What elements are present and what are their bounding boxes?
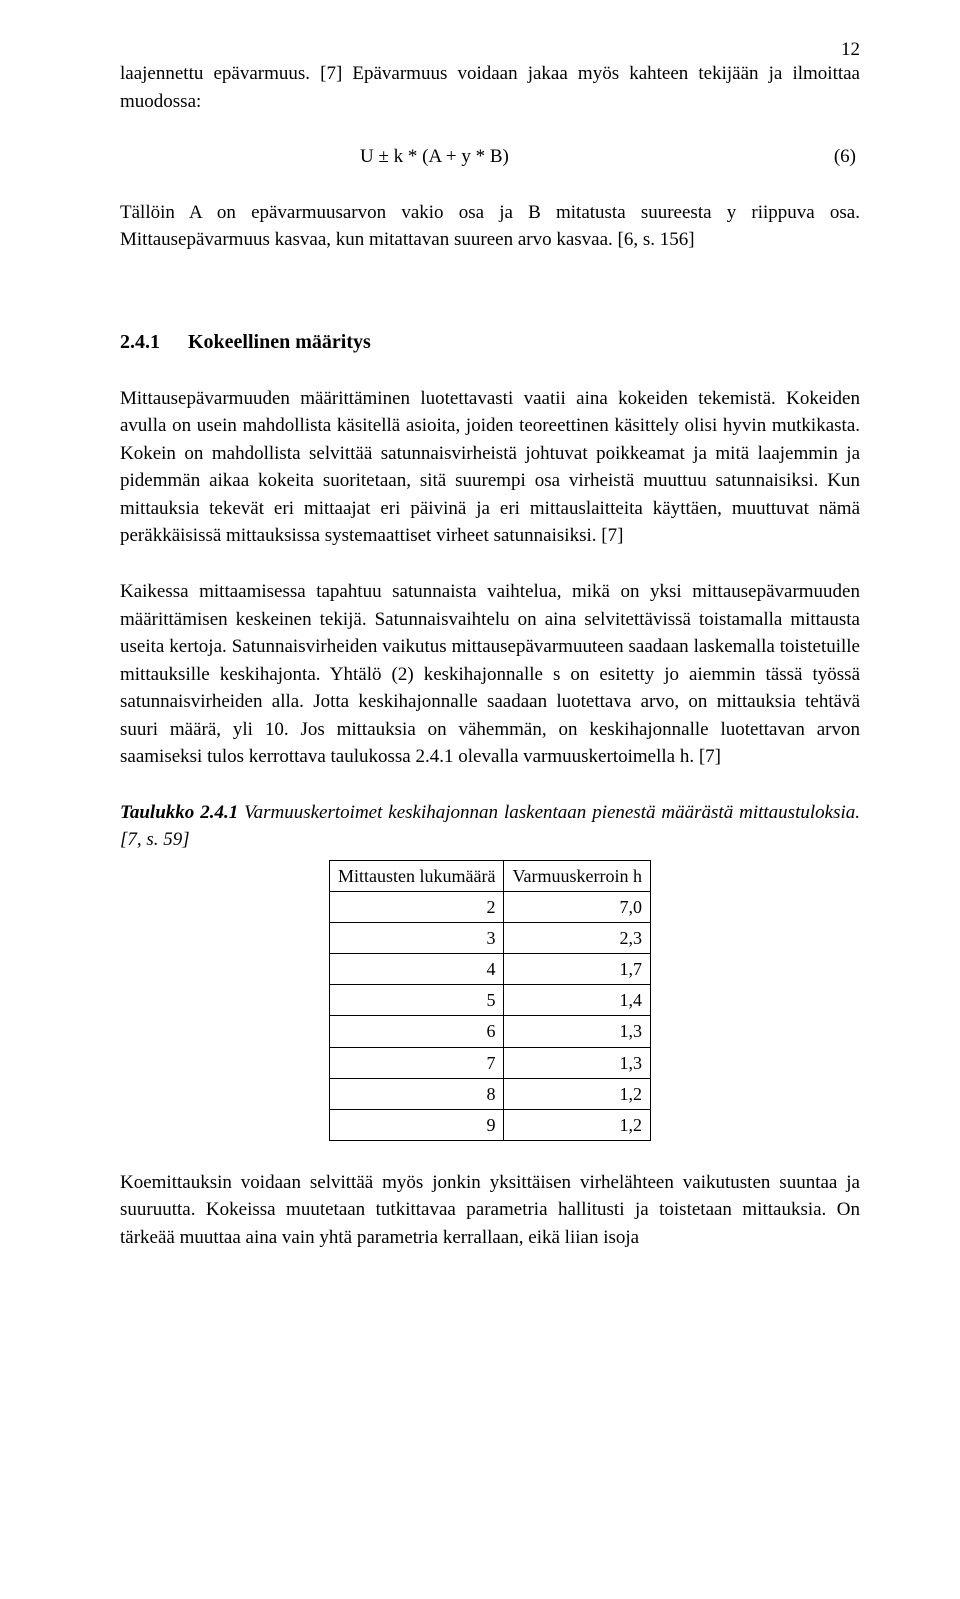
table-row: 41,7 [330, 954, 651, 985]
section-number: 2.4.1 [120, 328, 160, 357]
table-header-cell: Mittausten lukumäärä [330, 860, 504, 891]
equation-number: (6) [834, 143, 860, 171]
equation-row: U ± k * (A + y * B) (6) [120, 143, 860, 171]
table-row: 27,0 [330, 892, 651, 923]
table-cell: 3 [330, 923, 504, 954]
coefficients-table: Mittausten lukumäärä Varmuuskerroin h 27… [329, 860, 651, 1141]
table-row: 51,4 [330, 985, 651, 1016]
table-cell: 6 [330, 1016, 504, 1047]
table-container: Mittausten lukumäärä Varmuuskerroin h 27… [120, 860, 860, 1141]
table-cell: 5 [330, 985, 504, 1016]
table-cell: 9 [330, 1109, 504, 1140]
table-cell: 1,7 [504, 954, 650, 985]
table-cell: 1,3 [504, 1047, 650, 1078]
table-cell: 4 [330, 954, 504, 985]
table-row: 71,3 [330, 1047, 651, 1078]
page-number: 12 [841, 36, 860, 64]
table-cell: 1,3 [504, 1016, 650, 1047]
paragraph-1: laajennettu epävarmuus. [7] Epävarmuus v… [120, 60, 860, 115]
table-cell: 7,0 [504, 892, 650, 923]
table-cell: 8 [330, 1078, 504, 1109]
table-row: 32,3 [330, 923, 651, 954]
table-row: 91,2 [330, 1109, 651, 1140]
section-gap [120, 282, 860, 310]
table-cell: 1,2 [504, 1078, 650, 1109]
table-cell: 2,3 [504, 923, 650, 954]
paragraph-3: Mittausepävarmuuden määrittäminen luotet… [120, 385, 860, 550]
paragraph-5: Koemittauksin voidaan selvittää myös jon… [120, 1169, 860, 1252]
table-caption-lead: Taulukko 2.4.1 [120, 802, 238, 823]
table-header-cell: Varmuuskerroin h [504, 860, 650, 891]
table-row: 61,3 [330, 1016, 651, 1047]
paragraph-4: Kaikessa mittaamisessa tapahtuu satunnai… [120, 578, 860, 771]
section-heading: 2.4.1 Kokeellinen määritys [120, 328, 860, 357]
table-header-row: Mittausten lukumäärä Varmuuskerroin h [330, 860, 651, 891]
table-row: 81,2 [330, 1078, 651, 1109]
table-cell: 1,4 [504, 985, 650, 1016]
table-cell: 7 [330, 1047, 504, 1078]
table-cell: 2 [330, 892, 504, 923]
table-caption: Taulukko 2.4.1 Varmuuskertoimet keskihaj… [120, 799, 860, 854]
section-title-text: Kokeellinen määritys [188, 331, 371, 353]
document-page: 12 laajennettu epävarmuus. [7] Epävarmuu… [0, 0, 960, 1599]
table-cell: 1,2 [504, 1109, 650, 1140]
paragraph-2: Tällöin A on epävarmuusarvon vakio osa j… [120, 199, 860, 254]
equation-formula: U ± k * (A + y * B) [120, 143, 509, 171]
